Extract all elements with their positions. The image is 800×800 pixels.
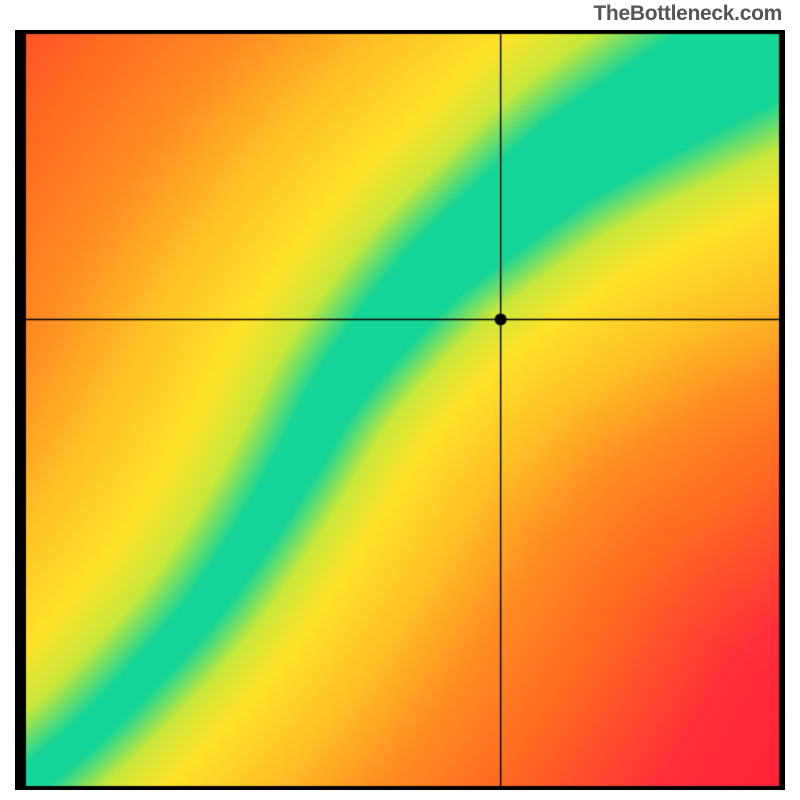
watermark-text: TheBottleneck.com <box>593 2 782 26</box>
bottleneck-heatmap <box>15 30 785 790</box>
chart-container: TheBottleneck.com <box>0 0 800 800</box>
